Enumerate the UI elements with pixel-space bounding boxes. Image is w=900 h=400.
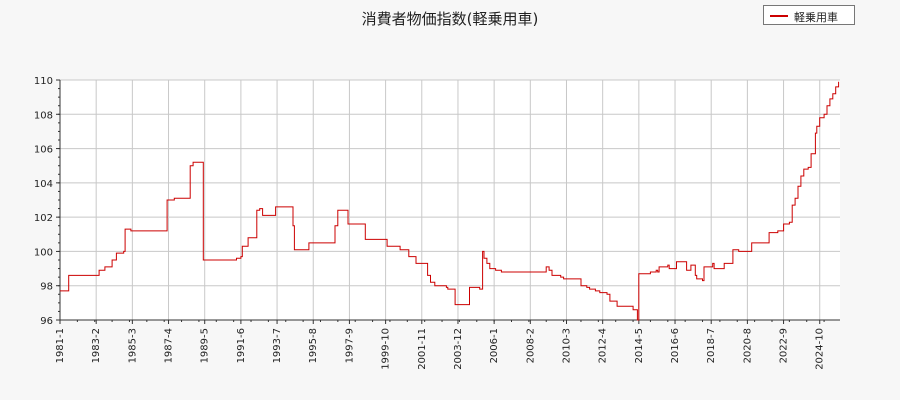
series-line xyxy=(60,81,840,321)
y-tick-label: 102 xyxy=(34,213,53,224)
x-tick-label: 2008-2 xyxy=(525,328,536,363)
x-tick-label: 1985-3 xyxy=(127,328,138,363)
x-tick-label: 1989-5 xyxy=(200,328,211,363)
x-tick-label: 2016-6 xyxy=(670,328,681,363)
y-tick-label: 110 xyxy=(34,76,53,87)
x-tick-label: 2012-4 xyxy=(598,328,609,363)
y-tick-label: 104 xyxy=(34,179,53,190)
y-tick-label: 96 xyxy=(40,316,53,327)
x-tick-label: 2020-8 xyxy=(742,328,753,363)
chart-title: 消費者物価指数(軽乗用車) xyxy=(361,10,539,28)
x-tick-label: 1995-8 xyxy=(308,328,319,363)
legend-label: 軽乗用車 xyxy=(794,11,838,24)
x-tick-label: 1997-9 xyxy=(344,328,355,363)
x-tick-label: 2014-5 xyxy=(634,328,645,363)
x-tick-label: 1993-7 xyxy=(272,328,283,363)
x-tick-label: 1999-10 xyxy=(381,328,392,370)
x-tick-label: 2003-12 xyxy=(453,328,464,370)
y-tick-label: 100 xyxy=(34,247,53,258)
y-tick-label: 98 xyxy=(40,282,53,293)
y-tick-label: 106 xyxy=(34,145,53,156)
y-tick-label: 108 xyxy=(34,110,53,121)
plot-area xyxy=(60,80,840,320)
x-tick-label: 2024-10 xyxy=(815,328,826,370)
x-tick-label: 2006-1 xyxy=(489,328,500,363)
x-tick-label: 1983-2 xyxy=(91,328,102,363)
x-tick-label: 1981-1 xyxy=(55,328,66,363)
x-tick-label: 1987-4 xyxy=(164,328,175,363)
x-tick-label: 2022-9 xyxy=(779,328,790,363)
x-tick-label: 2010-3 xyxy=(561,328,572,363)
x-tick-label: 1991-6 xyxy=(236,328,247,363)
legend-swatch xyxy=(770,15,788,17)
legend: 軽乗用車 xyxy=(763,5,855,25)
x-tick-label: 2001-11 xyxy=(417,328,428,370)
x-tick-label: 2018-7 xyxy=(706,328,717,363)
